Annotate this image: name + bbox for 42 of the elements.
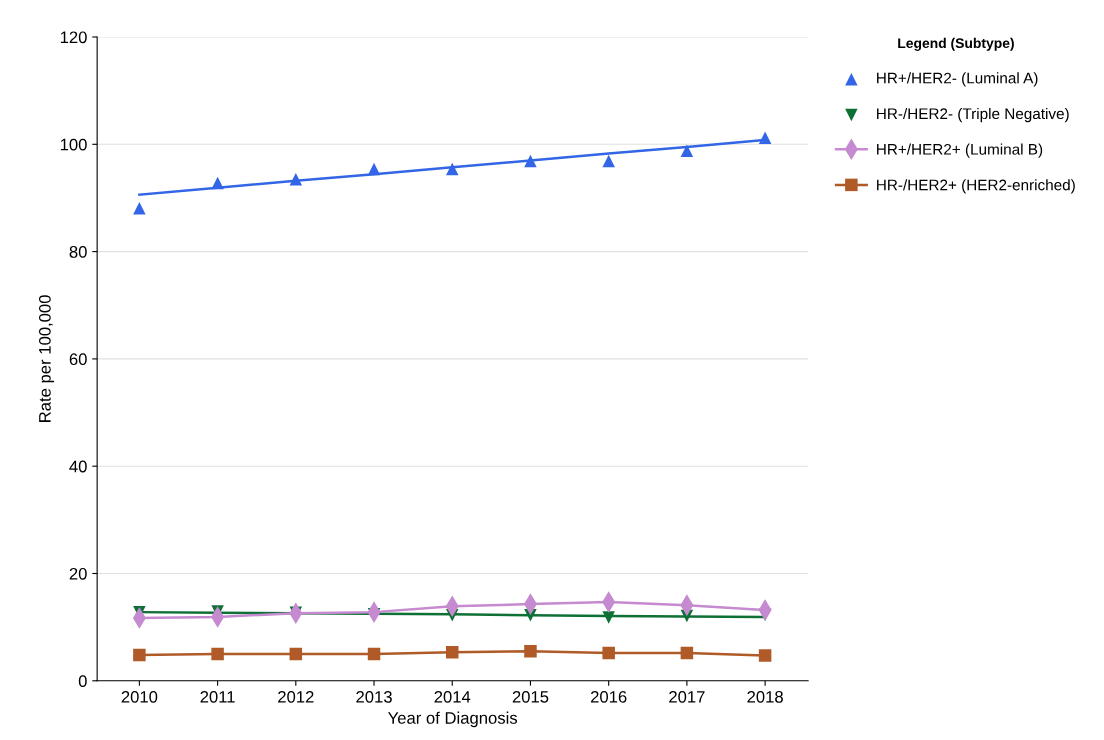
y-tick-label: 40 [69,460,87,473]
point [133,201,146,215]
point [211,647,224,661]
y-axis-title: Rate per 100,000 [38,295,55,422]
x-tick-label: 2017 [669,690,705,703]
legend-title: Legend (Subtype) [898,37,1014,51]
y-tick-label: 0 [78,675,87,687]
point [602,646,615,660]
point [133,648,146,662]
y-tick-label: 20 [69,567,87,580]
point [446,646,459,659]
point [524,154,537,168]
x-tick-label: 2010 [121,690,158,703]
point [680,144,694,157]
x-tick-label: 2015 [512,690,549,703]
legend-label: HR-/HER2+ (HER2-enriched) [877,179,1075,194]
point [289,172,303,186]
point [602,154,615,168]
y-tick-label: 60 [69,353,87,366]
point [602,611,615,624]
y-tick-label: 80 [69,246,87,258]
point [758,131,772,145]
x-axis-title: Year of Diagnosis [388,711,518,728]
x-tick-label: 2011 [200,690,235,703]
y-tick-label: 100 [60,138,87,151]
legend-label: HR-/HER2- (Triple Negative) [877,107,1069,123]
point [367,162,381,176]
x-tick-label: 2013 [356,690,392,703]
point [446,162,459,176]
x-tick-label: 2012 [278,690,314,703]
legend-label: HR+/HER2- (Luminal A) [877,72,1038,87]
x-tick-label: 2016 [590,690,627,703]
point [289,647,303,661]
point [524,645,537,658]
point [211,176,224,190]
point [758,649,772,662]
x-tick-label: 2014 [434,690,471,703]
legend-label: HR+/HER2+ (Luminal B) [877,143,1043,158]
y-tick-label: 120 [60,31,87,44]
point [680,646,694,660]
point [367,647,381,661]
x-tick-label: 2018 [747,690,783,703]
